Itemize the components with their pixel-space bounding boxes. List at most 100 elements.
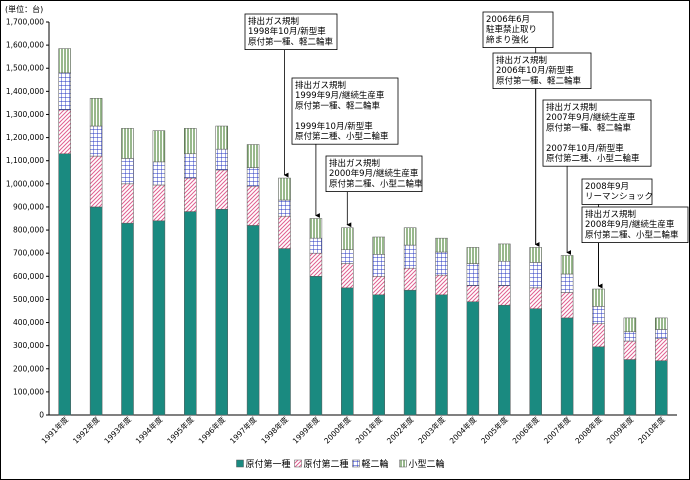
bar-segment: [466, 247, 480, 264]
bar-segment: [529, 308, 542, 416]
legend-label: 原付第二種: [304, 458, 349, 470]
y-tick-label: 800,000: [13, 226, 44, 235]
y-tick-label: 1,000,000: [6, 179, 44, 188]
bar-segment: [372, 294, 385, 416]
bar-segment: [341, 287, 354, 416]
annotation-box: 排出ガス規制2007年9月/継続生産車原付第一種、軽二輪車2007年10月/新型…: [542, 99, 652, 255]
bar-segment: [435, 294, 448, 416]
bar-segment: [372, 276, 385, 296]
x-category-label: 2002年度: [384, 414, 416, 446]
bar-segment: [215, 169, 228, 210]
bar-segment: [278, 248, 291, 416]
legend-item: 原付第二種: [294, 458, 349, 470]
annotation-frame: [291, 77, 399, 145]
bar-segment: [89, 155, 103, 208]
annotation-frame: [542, 99, 652, 167]
bar-segment: [246, 144, 260, 168]
x-category-label: 2006年度: [510, 414, 542, 446]
annotation-frame: [581, 206, 689, 243]
bar-segment: [121, 158, 134, 185]
annotation-frame: [244, 13, 338, 50]
y-tick-label: 1,500,000: [6, 64, 44, 73]
x-category-label: 1999年度: [290, 414, 322, 446]
bar-segment: [592, 288, 605, 307]
bar-segment: [121, 222, 134, 416]
legend-item: 原付第一種: [236, 458, 291, 470]
x-category-label: 2010年度: [636, 414, 668, 446]
bar-segment: [655, 360, 668, 416]
bar-segment: [529, 287, 542, 309]
bar-segment: [403, 289, 417, 416]
bar-segment: [58, 153, 71, 416]
bar-segment: [623, 317, 637, 333]
annotation-line: 排出ガス規制: [546, 102, 597, 113]
annotation-line: 原付第二種、小型二輪車: [546, 153, 640, 164]
bar-segment: [403, 267, 417, 291]
x-category-label: 1994年度: [133, 414, 165, 446]
annotation-frame: [325, 155, 423, 192]
annotation-line: 2008年9月/継続生産車: [585, 219, 675, 230]
bar-segment: [623, 331, 637, 342]
bar-segment: [215, 209, 228, 416]
bar-segment: [655, 329, 668, 339]
bar-segment: [435, 237, 448, 253]
x-category-label: 2004年度: [447, 414, 479, 446]
bar-segment: [152, 184, 166, 222]
bar-segment: [309, 252, 323, 277]
bar-segment: [152, 161, 166, 186]
bar-segment: [341, 227, 354, 250]
bar-segment: [215, 148, 228, 171]
annotation-line: 2007年10月/新型車: [546, 143, 624, 154]
legend-label: 小型二輪: [409, 458, 445, 470]
annotation-line: 排出ガス規制: [585, 209, 636, 220]
bar-segment: [278, 199, 291, 217]
legend-item: 小型二輪: [399, 458, 445, 470]
x-category-label: 2000年度: [322, 414, 354, 446]
bar-segment: [466, 301, 480, 416]
bar-segment: [372, 236, 385, 255]
legend-swatch: [294, 459, 302, 468]
annotation-line: 原付第一種、軽二輪車: [496, 75, 582, 86]
y-tick-label: 200,000: [13, 364, 44, 373]
bar-segment: [560, 292, 574, 319]
bar-segment: [89, 98, 103, 127]
annotation-line: 排出ガス規制: [248, 16, 299, 27]
bar-segment: [560, 317, 574, 416]
legend-swatch: [236, 459, 244, 468]
annotation-line: 2006年10月/新型車: [496, 65, 574, 76]
x-category-label: 1992年度: [70, 414, 102, 446]
x-category-label: 2003年度: [416, 414, 448, 446]
annotation-line: 1999年10月/新型車: [295, 121, 373, 132]
x-category-label: 2008年度: [573, 414, 605, 446]
annotation-line: 1999年9月/継続生産車: [295, 90, 385, 101]
y-tick-label: 700,000: [13, 249, 44, 258]
annotation-line: リーマンショック: [585, 192, 653, 202]
annotation-frame: [482, 11, 554, 48]
bar-segment: [121, 183, 134, 224]
bar-segment: [435, 251, 448, 276]
y-tick-label: 400,000: [13, 318, 44, 327]
bar-segment: [278, 215, 291, 249]
y-tick-label: 0: [39, 411, 44, 420]
bar-segment: [623, 359, 637, 416]
annotation-box: 排出ガス規制1999年9月/継続生産車原付第一種、軽二輪車1999年10月/新型…: [291, 77, 399, 218]
bar-segment: [309, 237, 323, 254]
annotation-line: 排出ガス規制: [295, 80, 346, 91]
bar-segment: [655, 317, 668, 330]
y-tick-label: 1,200,000: [6, 133, 44, 142]
bar-segment: [152, 220, 166, 416]
bar-segment: [309, 276, 323, 416]
unit-label: (単位：台): [5, 4, 43, 14]
annotation-line: 1998年10月/新型車: [248, 26, 326, 37]
x-category-label: 1995年度: [165, 414, 197, 446]
x-category-label: 2001年度: [353, 414, 385, 446]
annotation-line: 原付第一種、軽二輪車: [546, 122, 632, 133]
bar-segment: [498, 304, 511, 416]
bar-segment: [58, 48, 71, 74]
bar-segment: [592, 306, 605, 324]
bar-segment: [246, 185, 260, 226]
annotation-line: 排出ガス規制: [496, 55, 547, 66]
